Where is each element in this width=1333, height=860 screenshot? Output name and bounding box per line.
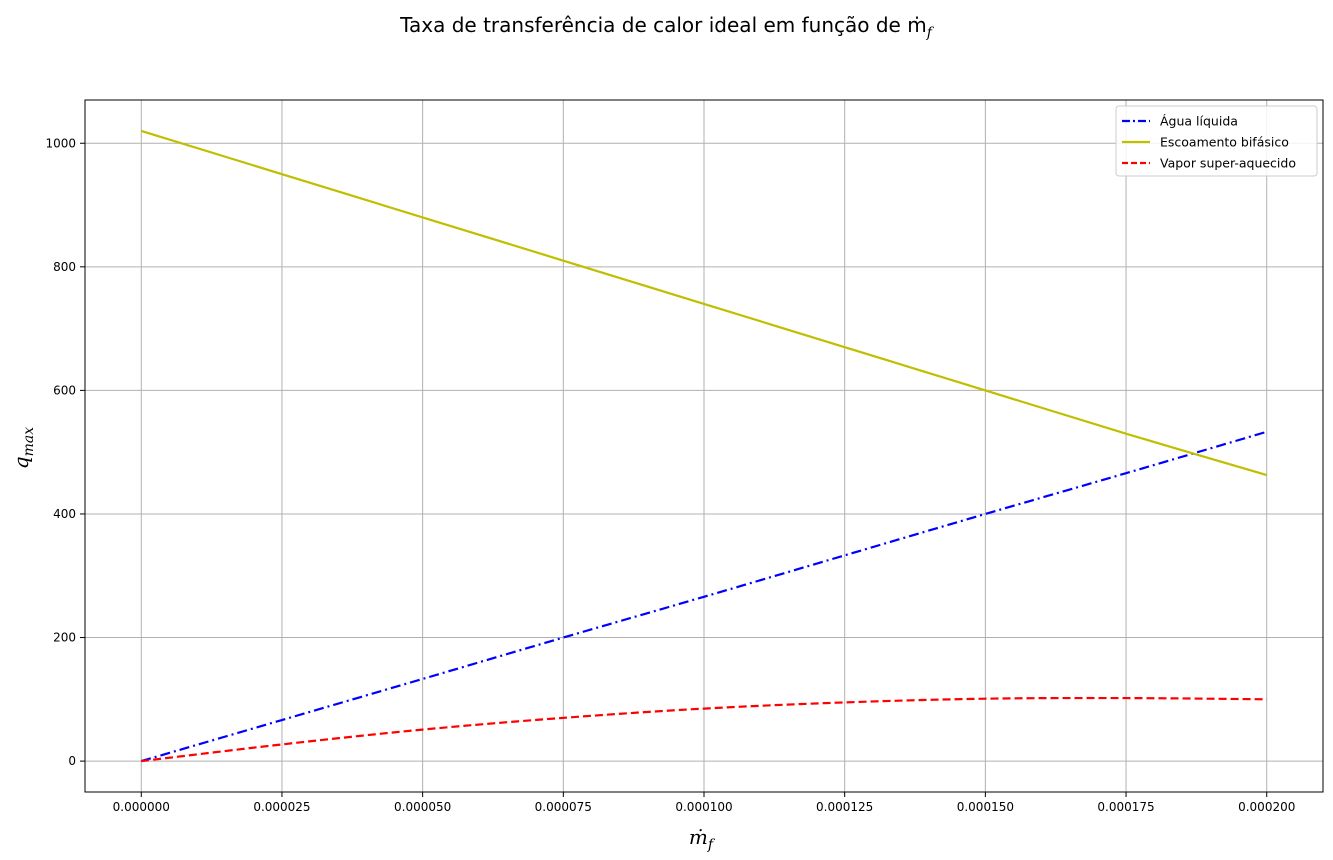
series-line-1 xyxy=(140,129,1268,477)
y-tick-label: 600 xyxy=(53,383,76,397)
series-line-2 xyxy=(141,696,1267,763)
x-tick-label: 0.000200 xyxy=(1238,800,1295,814)
y-tick-label: 200 xyxy=(53,631,76,645)
x-axis-ticks: 0.000000 0.000025 0.000050 0.000075 0.000100… xyxy=(113,792,1295,814)
legend-label-1: Escoamento bifásico xyxy=(1160,135,1289,150)
x-tick-label: 0.000125 xyxy=(816,800,873,814)
legend: Água líquida Escoamento bifásico Vapor sup… xyxy=(1115,105,1318,177)
legend-label-2: Vapor super-aquecido xyxy=(1160,156,1296,171)
legend-box xyxy=(1115,105,1318,177)
x-axis-label-subscript: f xyxy=(707,837,716,853)
y-axis-label-main: q xyxy=(9,456,33,469)
x-tick-label: 0.000175 xyxy=(1097,800,1154,814)
y-axis-ticks: 0 200 400 600 800 1000 xyxy=(45,136,85,768)
x-tick-label: 0.000050 xyxy=(394,800,451,814)
grid-lines xyxy=(85,100,1323,792)
x-tick-label: 0.000025 xyxy=(253,800,310,814)
legend-label-0: Água líquida xyxy=(1160,114,1238,129)
series-line-0 xyxy=(140,430,1268,763)
x-tick-label: 0.000100 xyxy=(675,800,732,814)
x-tick-label: 0.000150 xyxy=(957,800,1014,814)
chart-title-subscript: f xyxy=(926,25,935,41)
y-tick-label: 400 xyxy=(53,507,76,521)
x-axis-label: ṁf xyxy=(689,825,716,853)
y-tick-label: 0 xyxy=(68,754,76,768)
chart-title-text: Taxa de transferência de calor ideal em … xyxy=(399,13,927,37)
y-tick-label: 800 xyxy=(53,260,76,274)
x-axis-label-main: ṁ xyxy=(689,825,708,849)
y-axis-label-subscript: max xyxy=(21,427,37,457)
y-tick-label: 1000 xyxy=(45,136,76,150)
x-tick-label: 0.000000 xyxy=(113,800,170,814)
plot-series xyxy=(140,129,1268,763)
x-tick-label: 0.000075 xyxy=(535,800,592,814)
y-axis-label: qmax xyxy=(9,427,37,469)
chart-title: Taxa de transferência de calor ideal em … xyxy=(399,13,935,41)
